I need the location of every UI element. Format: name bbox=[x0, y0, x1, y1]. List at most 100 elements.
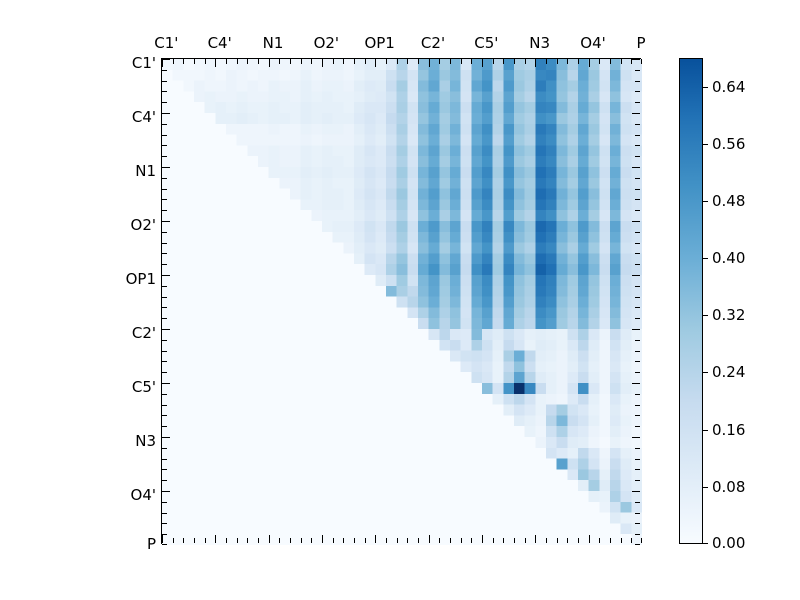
axis-tick bbox=[364, 59, 366, 64]
axis-tick bbox=[162, 285, 167, 287]
axis-tick bbox=[162, 69, 167, 71]
axis-tick bbox=[162, 447, 167, 449]
axis-tick bbox=[567, 538, 569, 543]
axis-tick bbox=[428, 59, 430, 67]
axis-tick bbox=[162, 102, 167, 104]
axis-tick bbox=[632, 59, 640, 60]
y-tick-label: N1 bbox=[135, 162, 156, 181]
axis-tick bbox=[162, 253, 167, 255]
axis-tick bbox=[503, 538, 505, 543]
heatmap-axes[interactable] bbox=[161, 58, 642, 545]
axis-tick bbox=[396, 59, 398, 64]
axis-tick bbox=[418, 538, 419, 543]
axis-tick bbox=[311, 538, 313, 543]
axis-tick bbox=[162, 264, 167, 266]
axis-tick bbox=[375, 535, 377, 543]
x-tick-label: P bbox=[636, 34, 646, 52]
axis-tick bbox=[162, 339, 167, 341]
axis-tick bbox=[162, 307, 167, 309]
axis-tick bbox=[635, 307, 640, 309]
axis-tick bbox=[322, 535, 323, 543]
axis-tick bbox=[635, 426, 640, 428]
x-tick-label: N3 bbox=[529, 34, 551, 52]
axis-tick bbox=[546, 59, 547, 64]
axis-tick bbox=[635, 231, 640, 233]
y-tick-label: O4' bbox=[130, 486, 156, 505]
axis-tick bbox=[215, 535, 217, 543]
axis-tick bbox=[556, 538, 558, 543]
axis-tick bbox=[635, 188, 640, 190]
axis-tick bbox=[236, 59, 238, 64]
axis-tick bbox=[162, 350, 167, 352]
axis-tick bbox=[635, 102, 640, 104]
axis-tick bbox=[460, 59, 462, 64]
axis-tick bbox=[635, 69, 640, 71]
axis-tick bbox=[162, 426, 167, 428]
axis-tick bbox=[343, 538, 345, 543]
axis-tick bbox=[439, 538, 441, 543]
axis-tick bbox=[194, 538, 195, 543]
axis-tick bbox=[162, 393, 167, 395]
axis-tick bbox=[215, 59, 217, 67]
axis-tick bbox=[162, 59, 163, 67]
axis-tick bbox=[204, 59, 206, 64]
axis-tick bbox=[300, 538, 302, 543]
axis-tick bbox=[300, 59, 302, 64]
axis-tick bbox=[632, 113, 640, 114]
axis-tick bbox=[635, 253, 640, 255]
axis-tick bbox=[268, 535, 270, 543]
axis-tick bbox=[162, 469, 167, 471]
axis-tick bbox=[162, 275, 170, 276]
colorbar-tick-label: 0.32 bbox=[712, 306, 746, 325]
axis-tick bbox=[514, 538, 515, 543]
axis-tick bbox=[635, 480, 640, 482]
axis-tick bbox=[635, 544, 640, 545]
axis-tick bbox=[471, 59, 473, 64]
axis-tick bbox=[635, 350, 640, 352]
colorbar-tick-label: 0.40 bbox=[712, 249, 746, 268]
axis-tick bbox=[162, 113, 170, 114]
axis-tick bbox=[632, 221, 640, 222]
axis-tick bbox=[162, 437, 170, 438]
axis-tick bbox=[162, 480, 167, 482]
colorbar-tick bbox=[703, 486, 708, 488]
colorbar-tick bbox=[703, 372, 708, 374]
axis-tick bbox=[635, 156, 640, 158]
axis-tick bbox=[162, 501, 167, 503]
axis-tick bbox=[268, 59, 270, 67]
axis-tick bbox=[635, 318, 640, 320]
axis-tick bbox=[635, 123, 640, 125]
axis-tick bbox=[354, 538, 355, 543]
axis-tick bbox=[162, 296, 167, 298]
axis-tick bbox=[631, 59, 633, 64]
heatmap-image[interactable] bbox=[162, 59, 642, 545]
axis-tick bbox=[364, 538, 366, 543]
axis-tick bbox=[386, 59, 387, 64]
axis-tick bbox=[162, 318, 167, 320]
axis-tick bbox=[620, 59, 622, 64]
axis-tick bbox=[172, 538, 174, 543]
axis-tick bbox=[631, 538, 633, 543]
colorbar[interactable]: 0.64 0.56 0.48 0.40 0.32 0.24 0.16 0.08 0.00 bbox=[679, 58, 745, 552]
axis-tick bbox=[450, 59, 451, 64]
axis-tick bbox=[635, 469, 640, 471]
axis-tick bbox=[556, 59, 558, 64]
axis-tick bbox=[258, 59, 259, 64]
x-tick-label: C2' bbox=[420, 34, 446, 52]
axis-tick bbox=[162, 404, 167, 406]
axis-tick bbox=[578, 538, 579, 543]
x-tick-label: N1 bbox=[262, 34, 284, 52]
y-tick-label: C1' bbox=[131, 54, 156, 73]
axis-tick bbox=[588, 535, 590, 543]
x-tick-label: O4' bbox=[580, 34, 606, 52]
axis-tick bbox=[290, 538, 291, 543]
axis-tick bbox=[343, 59, 345, 64]
axis-tick bbox=[641, 59, 642, 64]
axis-tick bbox=[535, 59, 537, 67]
axis-tick bbox=[418, 59, 419, 64]
y-tick-label: C5' bbox=[131, 378, 156, 397]
axis-tick bbox=[162, 329, 170, 330]
axis-tick bbox=[524, 59, 526, 64]
axis-tick bbox=[482, 535, 483, 543]
axis-tick bbox=[247, 538, 249, 543]
